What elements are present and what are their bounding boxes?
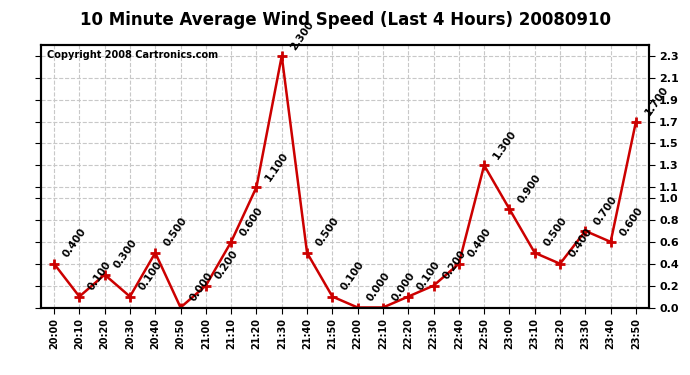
Text: 0.400: 0.400	[567, 227, 594, 260]
Text: 0.500: 0.500	[542, 216, 569, 249]
Text: 1.100: 1.100	[264, 150, 290, 183]
Text: 1.700: 1.700	[643, 84, 670, 117]
Text: 0.100: 0.100	[137, 260, 164, 292]
Text: 0.600: 0.600	[618, 205, 644, 238]
Text: 0.100: 0.100	[415, 260, 442, 292]
Text: 0.100: 0.100	[339, 260, 366, 292]
Text: 0.200: 0.200	[440, 249, 468, 282]
Text: 0.300: 0.300	[112, 238, 139, 270]
Text: 0.400: 0.400	[61, 227, 88, 260]
Text: 0.000: 0.000	[188, 271, 215, 303]
Text: 0.900: 0.900	[516, 172, 544, 205]
Text: 2.300: 2.300	[288, 19, 316, 52]
Text: 0.000: 0.000	[364, 271, 392, 303]
Text: 0.400: 0.400	[466, 227, 493, 260]
Text: 0.500: 0.500	[314, 216, 341, 249]
Text: 0.600: 0.600	[238, 205, 265, 238]
Text: 0.500: 0.500	[162, 216, 189, 249]
Text: 10 Minute Average Wind Speed (Last 4 Hours) 20080910: 10 Minute Average Wind Speed (Last 4 Hou…	[79, 11, 611, 29]
Text: 0.000: 0.000	[390, 271, 417, 303]
Text: Copyright 2008 Cartronics.com: Copyright 2008 Cartronics.com	[48, 50, 219, 60]
Text: 1.300: 1.300	[491, 128, 518, 161]
Text: 0.700: 0.700	[592, 194, 620, 227]
Text: 0.100: 0.100	[86, 260, 113, 292]
Text: 0.200: 0.200	[213, 249, 240, 282]
